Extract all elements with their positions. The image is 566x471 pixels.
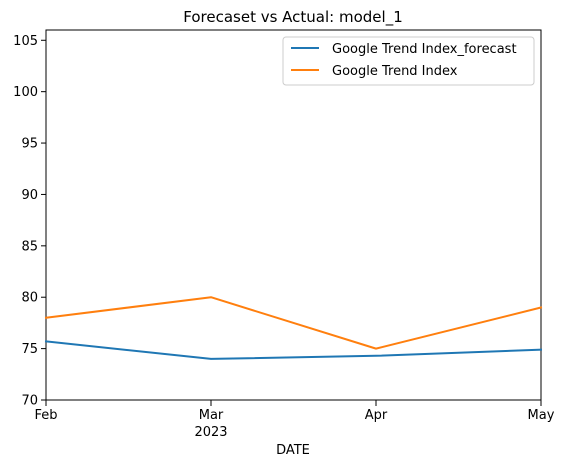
y-tick-label: 90 xyxy=(21,188,38,203)
y-tick-label: 80 xyxy=(21,291,38,306)
x-tick-label: May xyxy=(528,408,555,423)
y-tick-label: 105 xyxy=(13,34,38,49)
y-tick-label: 85 xyxy=(21,239,38,254)
x-tick-label: Mar xyxy=(199,408,224,423)
x-tick-label: Feb xyxy=(34,408,57,423)
y-tick-label: 70 xyxy=(21,394,38,409)
x-axis: Feb Mar Apr May xyxy=(34,400,555,423)
legend-label: Google Trend Index xyxy=(332,64,458,79)
plot-frame xyxy=(45,29,542,401)
series-line-0 xyxy=(44,340,543,360)
y-tick-label: 95 xyxy=(21,137,38,152)
x-year-label: 2023 xyxy=(194,425,227,440)
legend: Google Trend Index_forecast Google Trend … xyxy=(282,36,535,86)
legend-label: Google Trend Index_forecast xyxy=(332,42,517,57)
series-lines xyxy=(44,296,543,360)
chart-title: Forecaset vs Actual: model_1 xyxy=(183,8,403,27)
series-line-1 xyxy=(44,296,543,350)
legend-box xyxy=(282,36,535,86)
plot-area xyxy=(45,29,542,401)
y-tick-label: 100 xyxy=(13,85,38,100)
x-tick-label: Apr xyxy=(365,408,388,423)
y-axis: 70 75 80 85 90 95 100 105 xyxy=(13,34,46,409)
x-axis-label: DATE xyxy=(276,443,310,458)
y-tick-label: 75 xyxy=(21,342,38,357)
